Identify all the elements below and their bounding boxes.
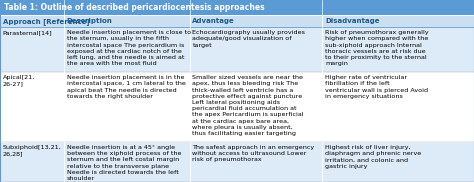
Bar [0, 27, 64, 72]
Text: Parasternal[14]: Parasternal[14] [3, 30, 53, 35]
Bar [0, 72, 64, 142]
Text: Needle insertion placement is close to
the sternum, usually in the fifth
interco: Needle insertion placement is close to t… [67, 30, 191, 66]
Bar [64, 72, 190, 142]
Bar [322, 72, 474, 142]
Bar [190, 15, 322, 27]
Text: Echocardiography usually provides
adequate/good visualization of
target: Echocardiography usually provides adequa… [192, 30, 305, 48]
Bar [0, 142, 64, 182]
Text: Smaller sized vessels are near the
apex, thus less bleeding risk The
thick-walle: Smaller sized vessels are near the apex,… [192, 75, 304, 136]
Text: Table 1: Outline of described pericardiocentesis approaches: Table 1: Outline of described pericardio… [4, 3, 264, 12]
Text: Risk of pneumothorax generally
higher when compared with the
sub-xiphoid approac: Risk of pneumothorax generally higher wh… [325, 30, 429, 66]
Text: Approach [Reference]: Approach [Reference] [3, 18, 89, 25]
Text: Needle insertion is at a 45° angle
between the xiphoid process of the
sternum an: Needle insertion is at a 45° angle betwe… [67, 145, 182, 181]
Text: Highest risk of liver injury,
diaphragm and phrenic nerve
irritation, and coloni: Highest risk of liver injury, diaphragm … [325, 145, 421, 169]
Bar [64, 142, 190, 182]
Bar [0, 0, 474, 15]
Bar [190, 72, 322, 142]
Text: Disadvantage: Disadvantage [325, 18, 380, 24]
Bar [64, 15, 190, 27]
Text: Advantage: Advantage [192, 18, 235, 24]
Bar [190, 142, 322, 182]
Text: Subxiphoid[13,21,
26,28]: Subxiphoid[13,21, 26,28] [3, 145, 62, 156]
Bar [322, 27, 474, 72]
Bar [190, 27, 322, 72]
Bar [322, 15, 474, 27]
Bar [0, 15, 64, 27]
Bar [64, 27, 190, 72]
Text: Description: Description [67, 18, 113, 24]
Bar [322, 142, 474, 182]
Text: The safest approach in an emergency
without access to ultrasound Lower
risk of p: The safest approach in an emergency with… [192, 145, 315, 162]
Text: Apical[21,
26-27]: Apical[21, 26-27] [3, 75, 35, 86]
Text: Higher rate of ventricular
fibrillation if the left
ventricular wall is pierced : Higher rate of ventricular fibrillation … [325, 75, 428, 99]
Text: Needle insertion placement is in the
intercostal space, 1 cm lateral to the
apic: Needle insertion placement is in the int… [67, 75, 186, 99]
